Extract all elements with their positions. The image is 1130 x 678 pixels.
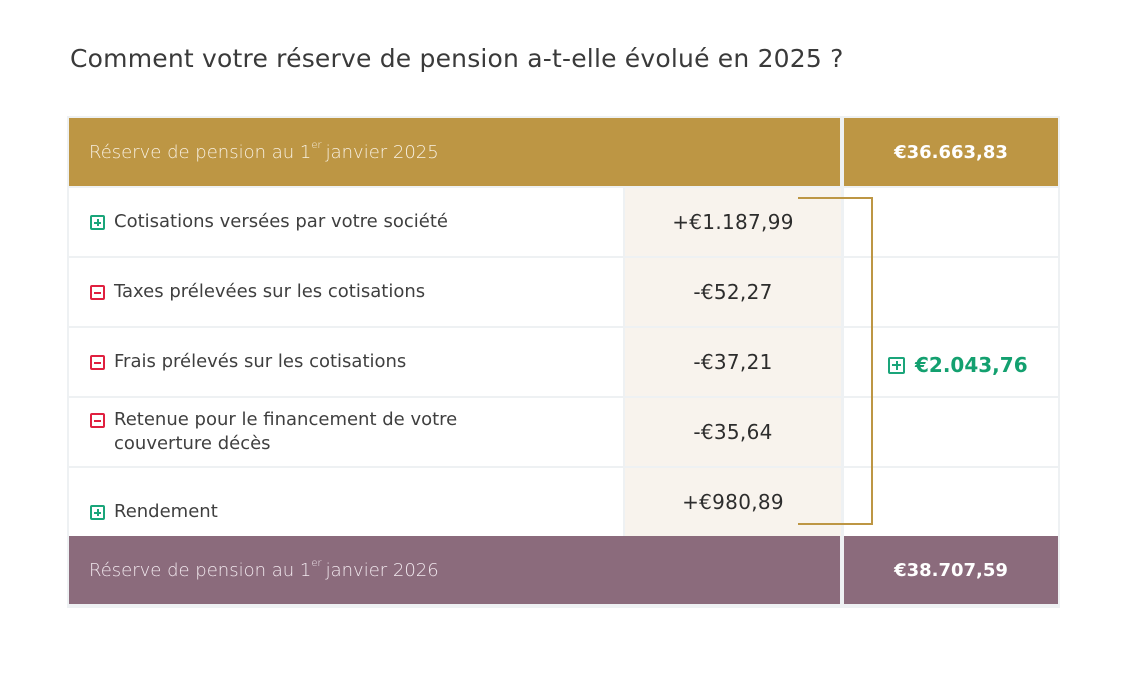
row-label: Cotisations versées par votre société xyxy=(114,211,448,232)
end-balance-label: Réserve de pension au 1 er janvier 2026 xyxy=(89,536,439,604)
row-label-line2: couverture décès xyxy=(114,433,271,454)
end-balance-row: Réserve de pension au 1 er janvier 2026 €3… xyxy=(69,536,1058,604)
summary-bracket xyxy=(798,197,873,525)
minus-box-icon xyxy=(90,285,105,300)
row-label-cell: Taxes prélevées sur les cotisations xyxy=(69,258,623,326)
minus-box-icon xyxy=(90,413,105,428)
net-change-value: €2.043,76 xyxy=(915,353,1028,377)
row-value: -€35,64 xyxy=(693,420,773,444)
plus-box-icon xyxy=(90,215,105,230)
row-value: +€1.187,99 xyxy=(672,210,794,234)
start-label-band xyxy=(69,118,840,186)
start-balance-value: €36.663,83 xyxy=(894,141,1008,163)
net-change: €2.043,76 xyxy=(888,350,1028,380)
row-right-cell xyxy=(844,258,1058,326)
pension-reserve-table: Réserve de pension au 1 er janvier 2025 €3… xyxy=(67,116,1060,608)
row-label: Frais prélevés sur les cotisations xyxy=(114,351,407,372)
end-value-band xyxy=(844,536,1058,604)
row-value-cell: +€1.187,99 xyxy=(625,188,841,256)
row-right-cell xyxy=(844,398,1058,466)
row-label-line1: Retenue pour le financement de votre xyxy=(114,409,458,430)
row-label: Rendement xyxy=(114,501,218,522)
row-value-cell: -€35,64 xyxy=(625,398,841,466)
start-label-suffix: janvier 2025 xyxy=(325,141,439,163)
row-label: Taxes prélevées sur les cotisations xyxy=(114,281,426,302)
row-value-cell: -€52,27 xyxy=(625,258,841,326)
table-row: Frais prélevés sur les cotisations -€37,… xyxy=(69,328,1058,396)
table-row: Taxes prélevées sur les cotisations -€52… xyxy=(69,258,1058,326)
plus-box-icon xyxy=(90,505,105,520)
table-row: Rendement +€980,89 xyxy=(69,468,1058,536)
row-label-cell: Rendement xyxy=(69,468,623,536)
table-row: Retenue pour le financement de votre cou… xyxy=(69,398,1058,466)
row-label-cell: Retenue pour le financement de votre cou… xyxy=(69,398,623,466)
page-title: Comment votre réserve de pension a-t-ell… xyxy=(70,44,844,73)
table-row: Cotisations versées par votre société +€… xyxy=(69,188,1058,256)
row-right-cell xyxy=(844,188,1058,256)
row-value: +€980,89 xyxy=(682,490,784,514)
row-label-cell: Cotisations versées par votre société xyxy=(69,188,623,256)
row-value-cell: -€37,21 xyxy=(625,328,841,396)
start-balance-row: Réserve de pension au 1 er janvier 2025 €3… xyxy=(69,118,1058,186)
start-label-prefix: Réserve de pension au 1 xyxy=(89,141,312,163)
start-label-sup: er xyxy=(311,139,322,151)
row-right-cell xyxy=(844,468,1058,536)
minus-box-icon xyxy=(90,355,105,370)
end-label-sup: er xyxy=(311,557,322,569)
row-label-cell: Frais prélevés sur les cotisations xyxy=(69,328,623,396)
end-label-suffix: janvier 2026 xyxy=(325,559,439,581)
row-label: Retenue pour le financement de votre cou… xyxy=(114,408,457,456)
end-label-band xyxy=(69,536,840,604)
end-label-prefix: Réserve de pension au 1 xyxy=(89,559,312,581)
plus-box-icon xyxy=(888,356,905,374)
row-right-cell xyxy=(844,328,1058,396)
row-value: -€52,27 xyxy=(693,280,773,304)
row-value: -€37,21 xyxy=(693,350,773,374)
start-balance-label: Réserve de pension au 1 er janvier 2025 xyxy=(89,118,439,186)
start-value-band xyxy=(844,118,1058,186)
end-balance-value: €38.707,59 xyxy=(894,559,1008,581)
